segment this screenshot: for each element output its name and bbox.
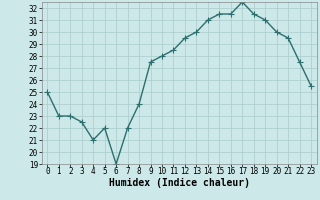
- X-axis label: Humidex (Indice chaleur): Humidex (Indice chaleur): [109, 178, 250, 188]
